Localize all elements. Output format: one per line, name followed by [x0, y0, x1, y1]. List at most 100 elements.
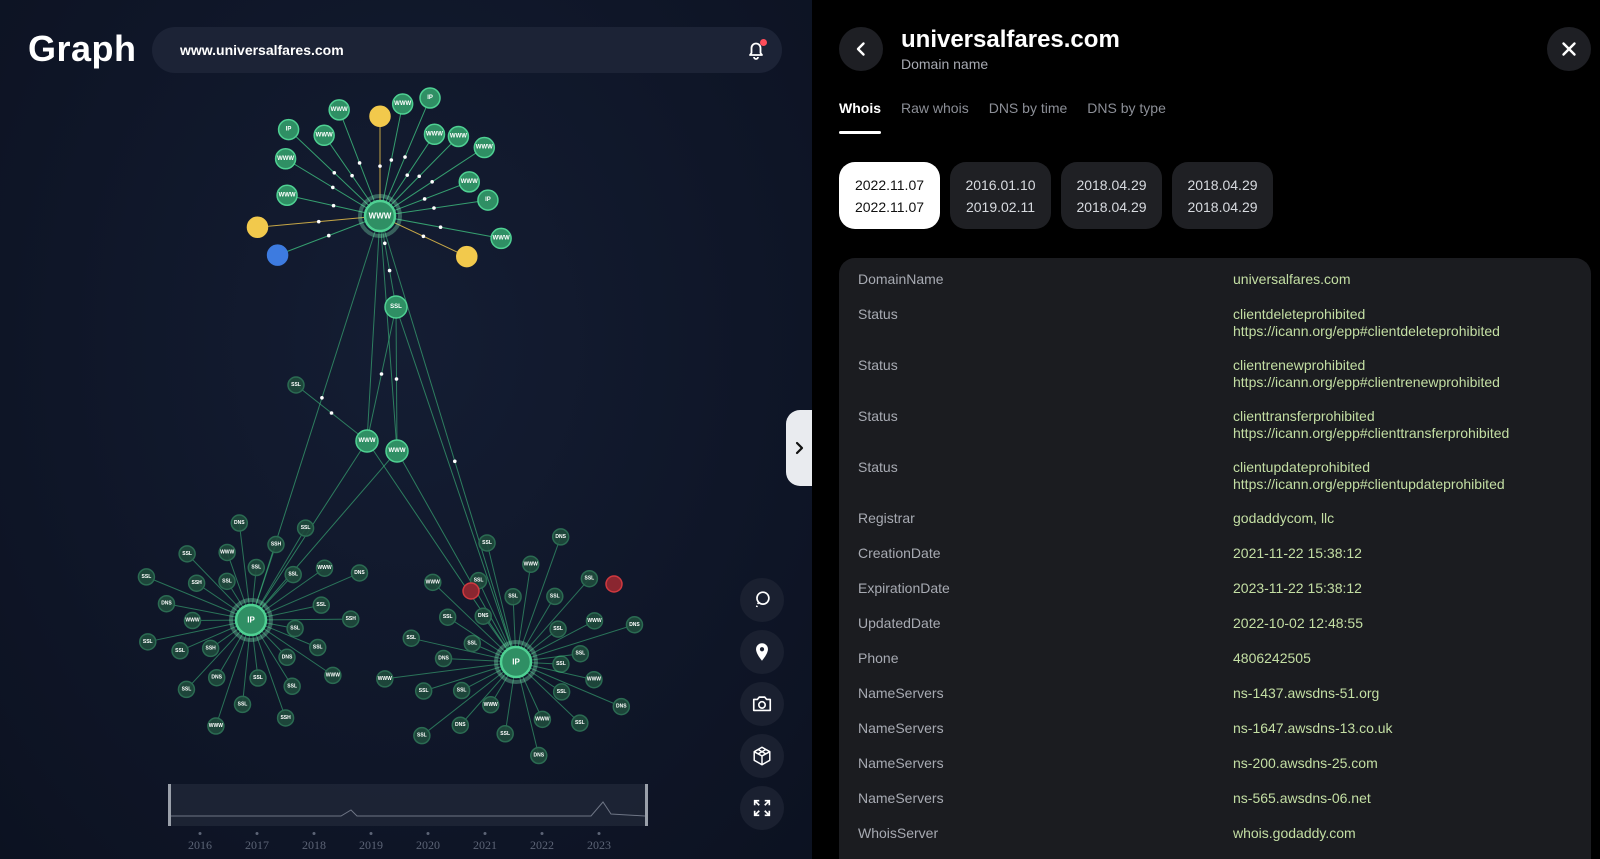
whois-value-link[interactable]: https://icann.org/epp#clienttransferproh…: [1233, 425, 1510, 441]
graph-node-ip[interactable]: IP: [229, 598, 273, 642]
graph-node-dim[interactable]: SSL: [571, 644, 590, 663]
graph-node-yellow[interactable]: [246, 216, 269, 239]
graph-node-www[interactable]: WWW: [355, 429, 379, 453]
graph-node-dim[interactable]: SSL: [580, 569, 599, 588]
lasso-button[interactable]: [740, 578, 784, 622]
graph-node-dim[interactable]: SSH: [267, 535, 285, 554]
graph-node-ssl[interactable]: SSL: [384, 295, 408, 319]
graph-node-dim[interactable]: DNS: [230, 514, 249, 532]
graph-node-dim[interactable]: SSL: [414, 682, 433, 700]
screenshot-button[interactable]: [740, 682, 784, 726]
graph-node-dim[interactable]: SSL: [296, 519, 315, 537]
date-pill[interactable]: 2016.01.10 2019.02.11: [950, 162, 1051, 229]
graph-node-dim[interactable]: WWW: [481, 696, 500, 714]
graph-node-dim[interactable]: SSL: [452, 681, 471, 700]
back-button[interactable]: [839, 27, 883, 71]
graph-node-dim[interactable]: DNS: [157, 594, 176, 613]
graph-node-www[interactable]: WWW: [490, 227, 512, 250]
graph-node-www[interactable]: IP: [419, 87, 441, 109]
graph-node-dim[interactable]: DNS: [451, 716, 470, 734]
tab-dns-by-time[interactable]: DNS by time: [988, 100, 1068, 116]
graph-node-dim[interactable]: WWW: [521, 555, 540, 574]
graph-node-dim[interactable]: SSL: [249, 669, 267, 687]
graph-node-dim[interactable]: DNS: [350, 564, 369, 582]
graph-node-dim[interactable]: SSL: [177, 680, 196, 699]
graph-node-dim[interactable]: SSL: [286, 619, 304, 638]
graph-node-dim[interactable]: SSL: [496, 725, 514, 743]
graph-node-dim[interactable]: DNS: [551, 528, 570, 546]
graph-node-dim[interactable]: SSH: [341, 610, 360, 628]
date-pill[interactable]: 2022.11.07 2022.11.07: [839, 162, 940, 229]
graph-node-dim[interactable]: SSL: [463, 634, 482, 653]
graph-node-dim[interactable]: WWW: [585, 670, 603, 689]
graph-node-dim[interactable]: SSL: [287, 376, 305, 394]
whois-value-link[interactable]: https://icann.org/epp#clientupdateprohib…: [1233, 476, 1505, 492]
graph-node-www[interactable]: WWW: [274, 148, 297, 170]
graph-node-www[interactable]: WWW: [328, 99, 350, 121]
tab-dns-by-type[interactable]: DNS by type: [1087, 100, 1166, 116]
graph-node-www[interactable]: WWW: [358, 194, 402, 238]
graph-node-dim[interactable]: SSL: [218, 572, 236, 591]
close-button[interactable]: [1547, 27, 1591, 71]
whois-value-link[interactable]: https://icann.org/epp#clientdeleteprohib…: [1233, 323, 1500, 339]
tab-raw-whois[interactable]: Raw whois: [901, 100, 969, 116]
graph-node-dim[interactable]: WWW: [218, 543, 236, 562]
collapse-panel-button[interactable]: [786, 410, 812, 486]
graph-node-dim[interactable]: WWW: [183, 611, 202, 630]
graph-node-dim[interactable]: SSL: [402, 629, 421, 647]
graph-node-www[interactable]: WWW: [276, 184, 298, 207]
graph-node-dim[interactable]: DNS: [612, 697, 631, 716]
graph-node-dim[interactable]: SSL: [438, 608, 457, 626]
graph-node-dim[interactable]: SSL: [413, 726, 431, 745]
timeline-range[interactable]: [168, 784, 648, 828]
search-input[interactable]: [180, 27, 700, 73]
graph-node-www[interactable]: WWW: [313, 124, 335, 147]
location-button[interactable]: [740, 630, 784, 674]
graph-node-dim[interactable]: SSL: [552, 683, 571, 701]
tab-whois[interactable]: Whois: [839, 100, 881, 134]
graph-canvas[interactable]: WWW WWW IP WWW WWW WWW IP WWW WWW WWW WWW IP WWW SSL S…: [0, 0, 812, 859]
graph-node-www[interactable]: WWW: [458, 171, 481, 193]
notification-button[interactable]: [744, 38, 768, 62]
graph-node-www[interactable]: IP: [277, 118, 300, 141]
graph-node-dim[interactable]: SSL: [233, 695, 252, 714]
graph-node-dim[interactable]: WWW: [207, 717, 225, 735]
graph-node-dim[interactable]: SSL: [284, 565, 302, 584]
graph-node-dim[interactable]: SSL: [504, 587, 522, 606]
graph-node-www[interactable]: WWW: [473, 136, 496, 159]
graph-node-dim[interactable]: DNS: [530, 746, 548, 765]
date-pill[interactable]: 2018.04.29 2018.04.29: [1172, 162, 1273, 229]
graph-node-dim[interactable]: SSH: [276, 709, 295, 727]
fullscreen-button[interactable]: [740, 786, 784, 830]
graph-node-www[interactable]: WWW: [447, 125, 470, 148]
graph-node-dim[interactable]: SSL: [312, 596, 331, 614]
graph-node-dim[interactable]: SSL: [137, 568, 156, 586]
graph-node-blue[interactable]: [266, 244, 289, 266]
graph-node-dim[interactable]: SSH: [187, 574, 206, 592]
graph-node-yellow[interactable]: [456, 245, 478, 268]
graph-node-dim[interactable]: SSL: [178, 545, 196, 563]
graph-node-dim[interactable]: WWW: [324, 666, 342, 685]
graph-node-dim[interactable]: SSL: [549, 620, 567, 638]
graph-node-red[interactable]: [605, 575, 623, 593]
graph-node-dim[interactable]: DNS: [207, 668, 226, 687]
graph-node-ip[interactable]: IP: [494, 640, 538, 684]
graph-node-dim[interactable]: SSL: [546, 587, 564, 606]
graph-node-dim[interactable]: SSL: [247, 558, 266, 577]
graph-node-dim[interactable]: SSL: [171, 642, 189, 660]
graph-node-dim[interactable]: SSL: [308, 638, 327, 657]
graph-node-dim[interactable]: SSL: [283, 677, 301, 696]
date-pill[interactable]: 2018.04.29 2018.04.29: [1061, 162, 1162, 229]
whois-value-link[interactable]: https://icann.org/epp#clientrenewprohibi…: [1233, 374, 1500, 390]
graph-node-dim[interactable]: WWW: [424, 573, 442, 592]
graph-node-yellow[interactable]: [369, 105, 391, 127]
graph-node-dim[interactable]: SSL: [478, 534, 496, 552]
timeline-brush[interactable]: [168, 784, 648, 826]
graph-node-dim[interactable]: DNS: [474, 607, 492, 625]
graph-node-red[interactable]: [462, 582, 480, 600]
graph-node-dim[interactable]: WWW: [533, 710, 552, 729]
graph-node-dim[interactable]: SSL: [552, 655, 570, 673]
graph-node-dim[interactable]: DNS: [278, 648, 296, 667]
graph-node-dim[interactable]: SSL: [139, 633, 157, 651]
graph-node-dim[interactable]: DNS: [625, 616, 644, 634]
